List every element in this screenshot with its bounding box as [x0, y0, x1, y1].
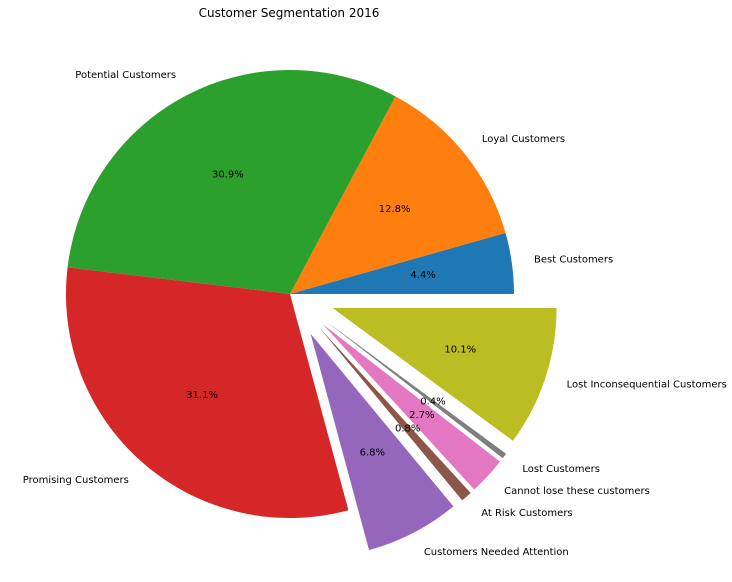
- pie-slice-at-risk-customers: [319, 327, 471, 501]
- slice-label-customers-needed-attention: Customers Needed Attention: [424, 547, 569, 558]
- pie-slice-loyal-customers: [290, 96, 506, 295]
- pie-slice-customers-needed-attention: [310, 333, 454, 551]
- pie-slice-lost-inconsequential-customers: [332, 307, 557, 441]
- chart-title: Customer Segmentation 2016: [199, 6, 380, 20]
- slice-label-potential-customers: Potential Customers: [75, 70, 176, 81]
- pct-label-potential-customers: 30.9%: [212, 169, 244, 180]
- slice-label-lost-inconsequential-customers: Lost Inconsequential Customers: [567, 379, 727, 390]
- pct-label-lost-customers: 0.4%: [420, 397, 445, 408]
- pct-label-lost-inconsequential-customers: 10.1%: [444, 344, 476, 355]
- pie-slice-cannot-lose-these-customers: [322, 324, 500, 490]
- pie-labels: Best Customers 4.4% Loyal Customers 12.8% Po…: [23, 70, 727, 558]
- pie-slice-potential-customers: [67, 69, 396, 294]
- pie-slice-best-customers: [290, 232, 514, 294]
- pie-slices: [66, 69, 557, 551]
- pct-label-best-customers: 4.4%: [410, 270, 435, 281]
- pct-label-cannot-lose-these-customers: 2.7%: [409, 410, 434, 421]
- slice-label-cannot-lose-these-customers: Cannot lose these customers: [504, 486, 650, 497]
- slice-label-lost-customers: Lost Customers: [522, 464, 600, 475]
- pie-slice-lost-customers: [325, 321, 507, 459]
- pct-label-at-risk-customers: 0.8%: [395, 424, 420, 435]
- pct-label-customers-needed-attention: 6.8%: [360, 448, 385, 459]
- slice-label-promising-customers: Promising Customers: [23, 475, 129, 486]
- slice-label-loyal-customers: Loyal Customers: [482, 134, 565, 145]
- pie-slice-promising-customers: [66, 267, 349, 518]
- slice-label-at-risk-customers: At Risk Customers: [481, 508, 572, 519]
- pct-label-loyal-customers: 12.8%: [379, 204, 411, 215]
- slice-label-best-customers: Best Customers: [534, 255, 613, 266]
- pct-label-promising-customers: 31.1%: [186, 390, 218, 401]
